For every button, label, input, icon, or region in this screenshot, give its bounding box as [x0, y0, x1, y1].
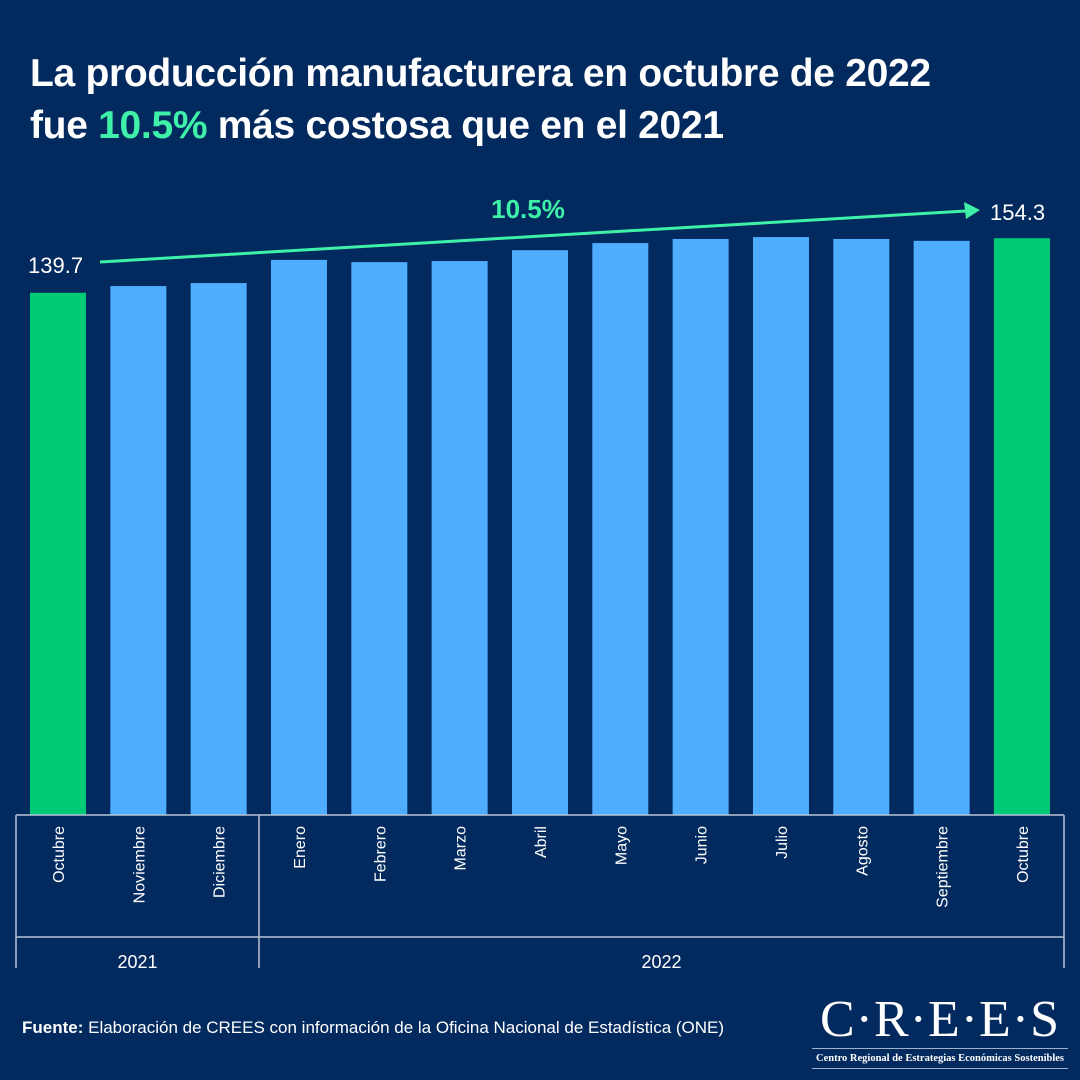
logo-subtitle: Centro Regional de Estrategias Económica…	[815, 1053, 1064, 1064]
bar	[993, 238, 1050, 816]
year-label: 2022	[641, 952, 681, 972]
category-label: Febrero	[372, 826, 389, 882]
title-highlight: 10.5%	[98, 104, 208, 147]
bar	[511, 250, 568, 815]
category-label: Junio	[694, 826, 711, 864]
category-label: Septiembre	[935, 826, 952, 908]
arrow-head-icon	[964, 202, 980, 219]
source-label: Fuente:	[22, 1018, 84, 1037]
category-label: Octubre	[51, 826, 68, 883]
bar	[833, 238, 890, 816]
data-label-first: 139.7	[28, 253, 83, 278]
category-label: Julio	[774, 826, 791, 859]
bar	[190, 283, 247, 815]
bar	[913, 240, 970, 815]
bar	[672, 238, 729, 816]
logo-divider	[812, 1068, 1068, 1069]
title-text: más costosa que en el 2021	[207, 104, 724, 147]
bar	[752, 237, 809, 815]
logo-name: C·R·E·E·S	[819, 991, 1061, 1048]
category-label: Enero	[292, 826, 309, 869]
bar	[351, 262, 408, 816]
bar	[110, 286, 167, 815]
category-label: Agosto	[854, 826, 871, 876]
title-line-2: fue 10.5% más costosa que en el 2021	[30, 100, 931, 152]
source-text: Elaboración de CREES con información de …	[83, 1018, 725, 1037]
source-note: Fuente: Elaboración de CREES con informa…	[22, 1018, 724, 1038]
bar	[270, 259, 327, 816]
chart-title: La producción manufacturera en octubre d…	[30, 48, 931, 152]
title-line-1: La producción manufacturera en octubre d…	[30, 52, 931, 95]
category-label: Marzo	[453, 826, 470, 871]
growth-arrow-line	[99, 209, 967, 264]
data-label-last: 154.3	[990, 200, 1045, 225]
growth-annotation: 10.5%	[491, 194, 565, 224]
bar	[592, 243, 649, 815]
year-label: 2021	[117, 952, 157, 972]
crees-logo: C·R·E·E·S Centro Regional de Estrategias…	[812, 994, 1068, 1072]
title-text: fue	[30, 104, 99, 147]
category-label: Diciembre	[212, 826, 229, 898]
category-label: Mayo	[613, 826, 630, 865]
category-label: Octubre	[1015, 826, 1032, 883]
logo-divider	[812, 1048, 1068, 1049]
bar	[30, 292, 86, 815]
bar	[431, 261, 488, 815]
category-label: Noviembre	[131, 826, 148, 903]
category-label: Abril	[533, 826, 550, 858]
